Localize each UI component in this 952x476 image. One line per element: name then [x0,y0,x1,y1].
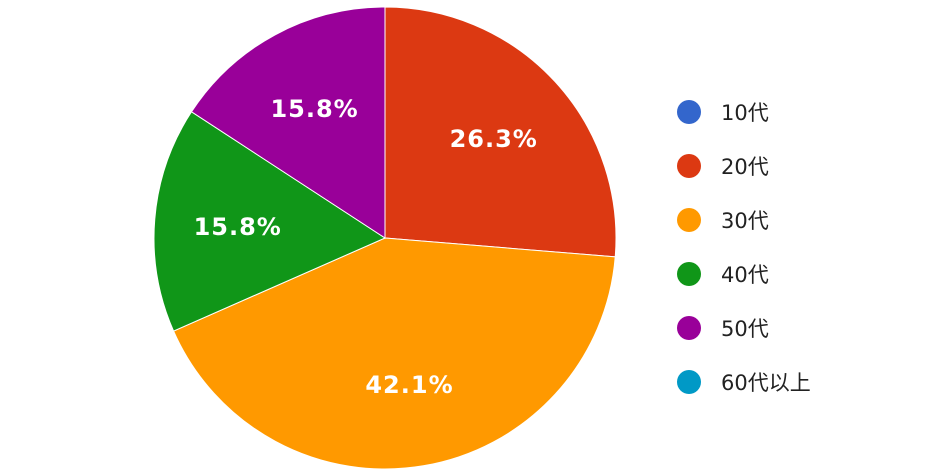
legend-swatch-2 [677,154,701,178]
pie-slice-4[interactable] [153,111,387,332]
pie-slice-3[interactable] [172,237,616,470]
legend-swatch-6 [677,370,701,394]
legend-label-2: 20代 [721,155,769,179]
legend-label-4: 40代 [721,263,769,287]
pie-data-labels: 26.3% 42.1% 15.8% 15.8% [194,95,538,399]
legend-item-4[interactable]: 40代 [677,262,769,287]
legend-swatch-4 [677,262,701,286]
pie-data-label-5: 15.8% [270,95,358,123]
legend-swatch-3 [677,208,701,232]
pie-data-label-2: 26.3% [450,125,538,153]
legend: 10代 20代 30代 40代 50代 60代以上 [677,100,811,395]
legend-swatch-5 [677,316,701,340]
legend-label-3: 30代 [721,209,769,233]
legend-item-5[interactable]: 50代 [677,316,769,341]
legend-item-6[interactable]: 60代以上 [677,370,811,395]
legend-swatch-1 [677,100,701,124]
pie-data-label-3: 42.1% [365,371,453,399]
legend-label-6: 60代以上 [721,371,811,395]
legend-item-2[interactable]: 20代 [677,154,769,179]
pie-data-label-4: 15.8% [194,213,282,241]
legend-label-5: 50代 [721,317,769,341]
pie-slice-2[interactable] [384,6,617,258]
legend-item-1[interactable]: 10代 [677,100,769,125]
pie-slice-5[interactable] [190,6,386,239]
legend-label-1: 10代 [721,101,769,125]
legend-item-3[interactable]: 30代 [677,208,769,233]
pie-slices [153,6,617,470]
